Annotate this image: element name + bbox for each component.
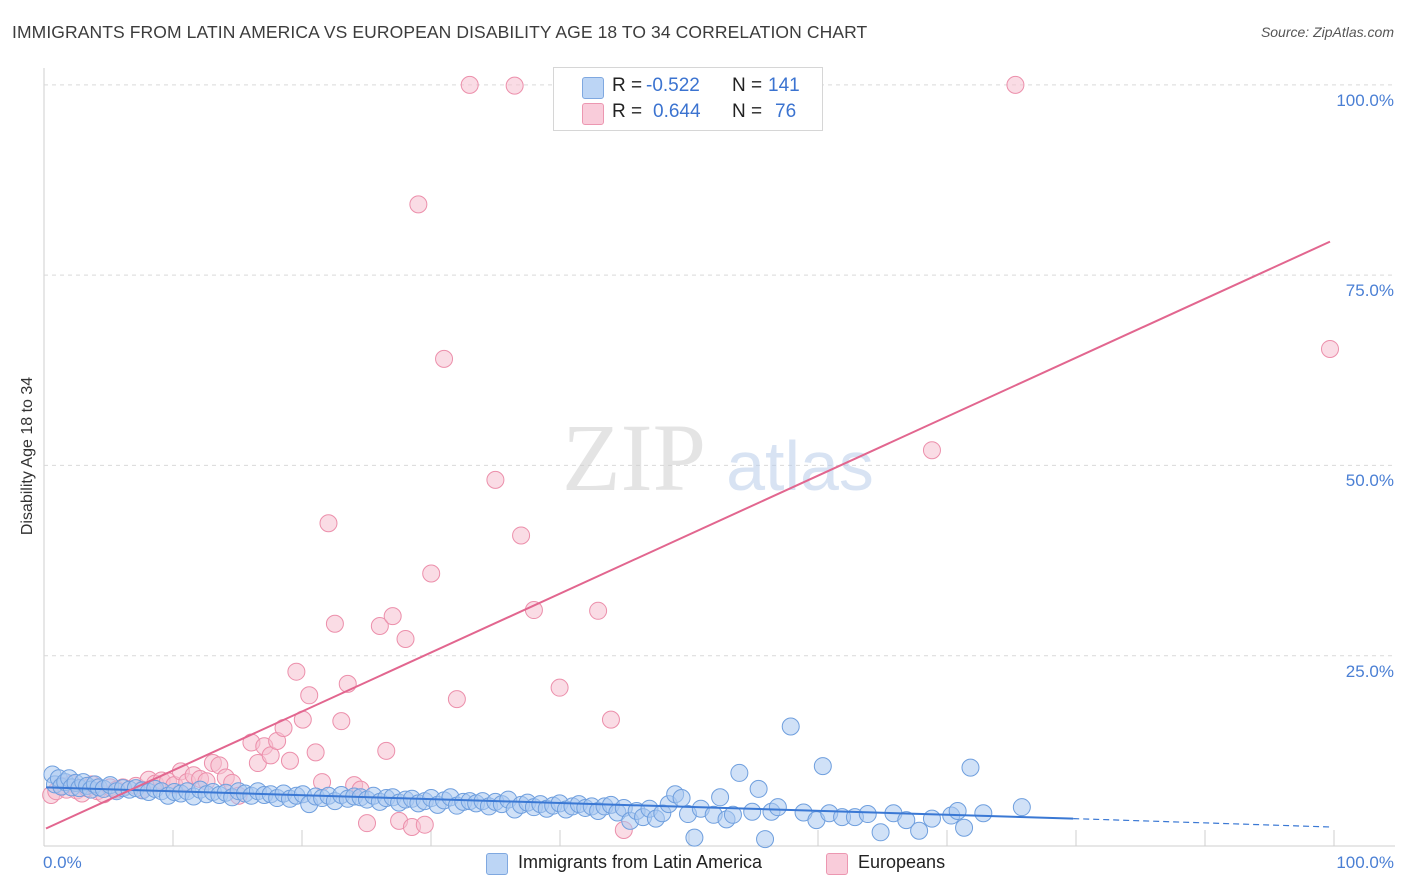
europeans-point xyxy=(486,470,505,489)
latin-america-point xyxy=(922,809,941,828)
europeans-point xyxy=(589,601,608,620)
europeans-point xyxy=(325,614,344,633)
y-tick-label: 75.0% xyxy=(1345,281,1394,301)
watermark-zip: ZIP xyxy=(562,404,706,511)
pink-swatch xyxy=(582,103,604,125)
europeans-point xyxy=(505,76,524,95)
watermark: ZIP atlas xyxy=(562,404,874,511)
latin-america-point xyxy=(871,823,890,842)
latin-america-trend-extension xyxy=(1073,817,1331,828)
grid-lines xyxy=(43,68,1395,847)
europeans-point xyxy=(601,710,620,729)
legend-label: Immigrants from Latin America xyxy=(518,852,763,872)
europeans-point xyxy=(370,617,389,636)
correlation-legend: R = -0.522 N = 141 R = 0.644 N = 76 xyxy=(553,67,823,131)
legend-label: Europeans xyxy=(858,852,946,872)
latin-america-point xyxy=(858,805,877,824)
europeans-point xyxy=(358,814,376,833)
blue-swatch xyxy=(486,853,508,875)
latin-america-point xyxy=(756,830,775,849)
latin-america-point xyxy=(711,788,730,807)
europeans-point xyxy=(287,662,306,681)
europeans-point xyxy=(524,601,543,620)
latin-america-trend-line xyxy=(45,786,1074,820)
n-label: N = xyxy=(732,101,763,122)
latin-america-point xyxy=(672,789,691,808)
latin-america-point xyxy=(1012,798,1031,817)
n-value-pink: 76 xyxy=(775,101,797,122)
europeans-point xyxy=(1006,75,1025,94)
europeans-point xyxy=(306,743,325,762)
europeans-point xyxy=(396,629,415,648)
watermark-atlas: atlas xyxy=(726,427,874,505)
europeans-point xyxy=(280,751,299,770)
r-label: R = xyxy=(612,75,643,96)
europeans-point xyxy=(319,514,338,533)
r-value-pink: 0.644 xyxy=(653,101,701,122)
latin-america-point xyxy=(974,804,993,823)
europeans-point xyxy=(422,564,441,583)
europeans-point xyxy=(1321,339,1339,358)
source-credit: Source: ZipAtlas.com xyxy=(1260,24,1394,40)
latin-america-point xyxy=(743,802,762,821)
europeans-point xyxy=(922,441,941,460)
latin-america-point xyxy=(897,811,916,830)
x-tick-label-max: 100.0% xyxy=(1336,853,1394,872)
latin-america-point xyxy=(723,805,742,824)
latin-america-point xyxy=(910,821,929,840)
europeans-point xyxy=(550,678,569,697)
y-tick-label: 100.0% xyxy=(1336,90,1394,110)
y-tick-label: 25.0% xyxy=(1345,661,1394,681)
europeans-point xyxy=(460,75,479,94)
europeans-point xyxy=(332,712,351,731)
latin-america-point xyxy=(685,828,704,847)
latin-america-point xyxy=(961,758,980,777)
europeans-point xyxy=(409,195,428,214)
x-tick-label-min: 0.0% xyxy=(43,853,82,872)
n-label: N = xyxy=(732,75,763,96)
latin-america-point xyxy=(955,818,974,837)
chart-title: IMMIGRANTS FROM LATIN AMERICA VS EUROPEA… xyxy=(12,22,868,42)
r-label: R = xyxy=(612,101,643,122)
europeans-point xyxy=(435,349,454,368)
europeans-point xyxy=(383,607,402,626)
europeans-point xyxy=(415,815,434,834)
latin-america-point xyxy=(948,801,967,820)
europeans-point xyxy=(300,686,319,705)
latin-america-point xyxy=(749,779,768,798)
n-value-blue: 141 xyxy=(768,75,800,96)
r-value-blue: -0.522 xyxy=(646,75,700,96)
latin-america-point xyxy=(730,763,749,782)
europeans-point xyxy=(512,526,531,545)
trend-lines xyxy=(45,240,1331,830)
europeans-point xyxy=(377,741,396,760)
latin-america-point xyxy=(813,757,832,776)
europeans-trend-line xyxy=(45,240,1331,830)
latin-america-point xyxy=(781,717,800,736)
latin-america-point xyxy=(768,798,787,817)
pink-swatch xyxy=(826,853,848,875)
y-tick-label: 50.0% xyxy=(1345,471,1394,491)
blue-swatch xyxy=(582,77,604,99)
europeans-point xyxy=(447,690,466,709)
